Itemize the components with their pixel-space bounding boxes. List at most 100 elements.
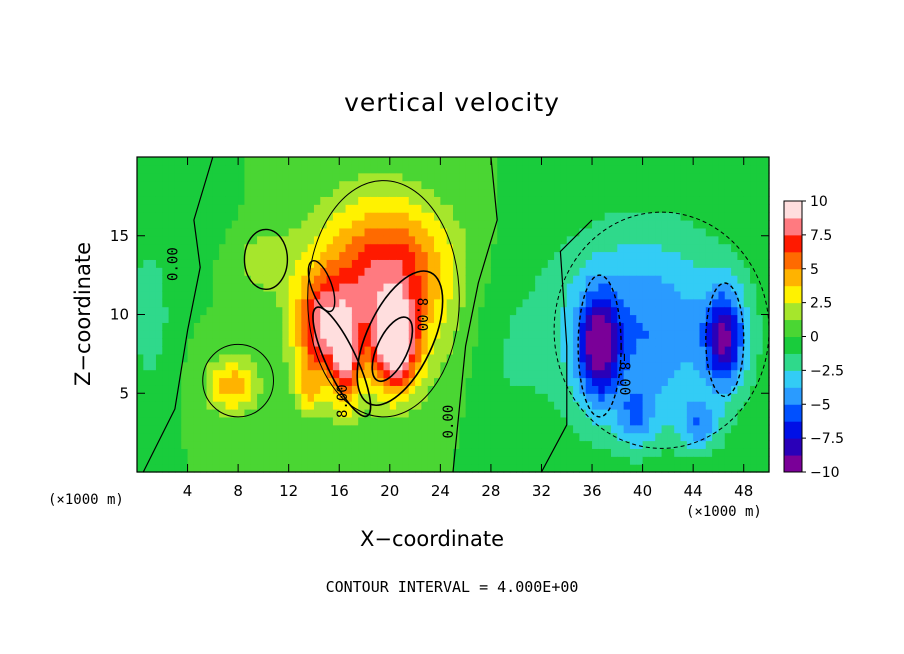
field-cell (288, 235, 296, 245)
field-cell (712, 235, 720, 245)
field-cell (383, 243, 391, 253)
field-cell (453, 409, 460, 418)
field-cell (724, 322, 732, 331)
field-cell (269, 330, 277, 339)
field-cell (320, 290, 328, 300)
field-cell (345, 377, 353, 386)
field-cell (383, 377, 391, 386)
field-cell (295, 306, 302, 316)
field-cell (269, 401, 277, 410)
field-cell (257, 464, 264, 473)
field-cell (509, 377, 517, 386)
field-cell (313, 227, 321, 237)
field-cell (187, 448, 195, 457)
field-cell (269, 338, 277, 347)
field-cell (490, 385, 498, 394)
field-cell (332, 448, 340, 457)
field-cell (509, 212, 517, 221)
field-cell (193, 346, 201, 355)
field-cell (149, 369, 157, 379)
field-cell (611, 464, 618, 473)
field-cell (181, 464, 189, 473)
field-cell (560, 385, 568, 394)
field-cell (212, 290, 220, 300)
field-cell (276, 290, 283, 300)
field-cell (560, 330, 568, 339)
field-cell (699, 369, 707, 379)
field-cell (301, 204, 309, 213)
field-cell (383, 298, 391, 308)
field-cell (181, 393, 189, 402)
field-cell (427, 283, 435, 292)
field-cell (756, 290, 764, 300)
field-cell (358, 424, 366, 434)
field-cell (307, 157, 315, 166)
field-cell (313, 369, 321, 379)
field-cell (541, 259, 549, 268)
field-cell (238, 322, 246, 331)
field-cell (750, 322, 757, 331)
field-cell (446, 377, 454, 386)
field-cell (326, 338, 334, 347)
field-cell (288, 164, 296, 174)
field-cell (592, 369, 599, 379)
field-cell (636, 275, 644, 284)
field-cell (547, 188, 555, 197)
field-cell (471, 432, 479, 442)
field-cell (206, 393, 214, 402)
field-cell (421, 235, 429, 245)
field-cell (598, 464, 606, 473)
field-cell (762, 448, 770, 457)
field-cell (743, 330, 751, 339)
field-cell (478, 385, 486, 394)
field-cell (693, 243, 701, 253)
field-cell (377, 196, 385, 205)
field-cell (598, 330, 606, 339)
field-cell (516, 306, 524, 316)
field-cell (686, 259, 694, 268)
field-cell (276, 196, 283, 205)
field-cell (560, 196, 568, 205)
field-cell (263, 401, 271, 410)
field-cell (484, 314, 492, 323)
field-cell (579, 314, 587, 323)
field-cell (705, 314, 713, 323)
field-cell (560, 235, 568, 245)
x-tick-label: 36 (582, 482, 601, 500)
field-cell (693, 330, 701, 339)
field-cell (313, 212, 321, 221)
field-cell (193, 456, 201, 465)
field-cell (560, 464, 568, 473)
field-cell (762, 220, 770, 229)
field-cell (585, 456, 593, 465)
field-cell (566, 259, 574, 268)
field-cell (490, 204, 498, 213)
field-cell (490, 243, 498, 253)
field-cell (389, 322, 397, 331)
field-cell (762, 212, 770, 221)
field-cell (396, 464, 404, 473)
field-cell (250, 298, 258, 308)
field-cell (453, 188, 460, 197)
field-cell (307, 369, 315, 379)
field-cell (307, 180, 315, 190)
field-cell (332, 353, 340, 363)
field-cell (465, 290, 473, 300)
field-cell (743, 227, 751, 237)
field-cell (629, 227, 637, 237)
field-cell (573, 456, 580, 465)
field-cell (377, 220, 385, 229)
field-cell (693, 283, 701, 292)
field-cell (731, 298, 738, 308)
field-cell (756, 204, 764, 213)
field-cell (471, 464, 479, 473)
field-cell (269, 424, 277, 434)
field-cell (655, 322, 663, 331)
field-cell (288, 393, 296, 402)
field-cell (585, 243, 593, 253)
field-cell (648, 267, 656, 276)
field-cell (200, 377, 208, 386)
field-cell (699, 385, 707, 394)
field-cell (383, 180, 391, 190)
field-cell (231, 164, 239, 174)
